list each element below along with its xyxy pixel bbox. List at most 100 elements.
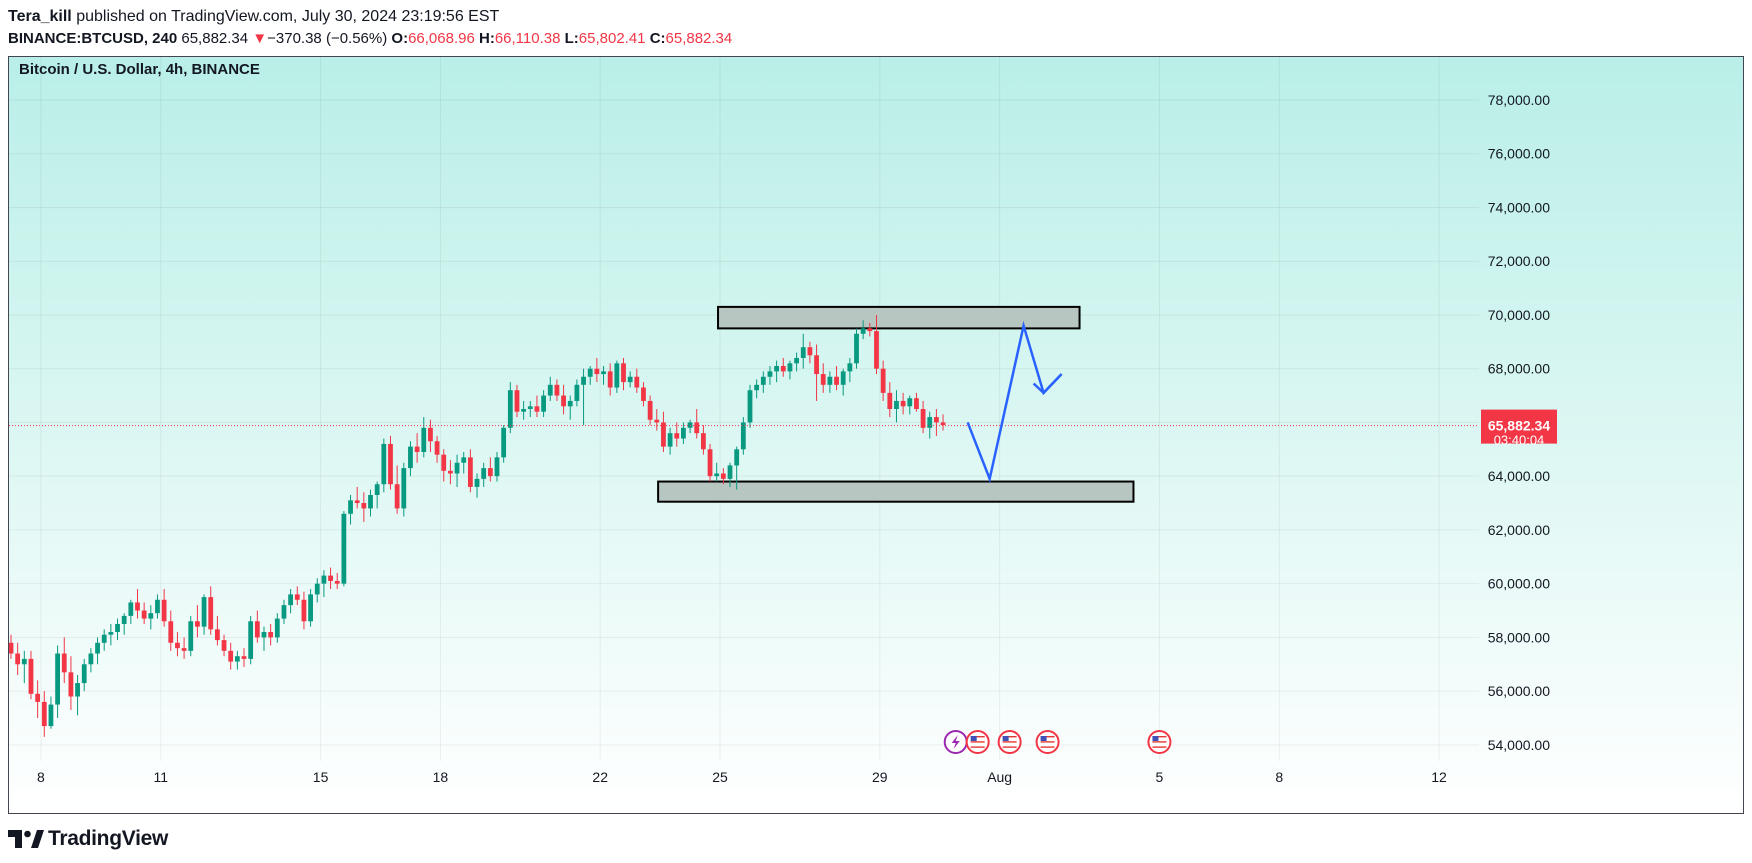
candle-body	[188, 621, 194, 651]
candle-body	[940, 422, 946, 426]
candle-body	[195, 621, 200, 627]
candle-body	[168, 621, 174, 643]
candle-down	[940, 414, 946, 431]
candle-down	[467, 449, 473, 493]
candle-up	[774, 360, 780, 383]
candle-body	[814, 355, 819, 375]
candle-body	[514, 390, 520, 412]
candle-body	[707, 449, 713, 477]
candle-body	[321, 575, 327, 584]
flag-stripe	[970, 738, 985, 740]
candle-up	[81, 658, 87, 692]
candle-body	[81, 664, 87, 684]
candle-body	[368, 494, 373, 509]
candle-body	[767, 371, 773, 377]
candle-body	[887, 392, 893, 409]
chart-frame[interactable]: 54,000.00 56,000.00 58,000.00 60,000.00 62,0…	[8, 56, 1744, 814]
candle-body	[681, 427, 686, 439]
candle-body	[121, 615, 127, 624]
low-label: L:	[564, 30, 579, 47]
flag-canton	[1002, 736, 1009, 741]
us-flag-event-icon[interactable]	[1147, 730, 1172, 754]
candle-body	[867, 328, 873, 332]
x-tick-label: 11	[154, 769, 169, 785]
y-tick-label: 54,000.00	[1488, 737, 1550, 753]
candle-up	[800, 333, 806, 369]
candle-down	[208, 586, 214, 635]
us-flag-event-icon[interactable]	[965, 730, 990, 754]
candle-body	[541, 395, 547, 412]
tradingview-logo[interactable]: TradingView	[8, 826, 168, 852]
open-label: O:	[391, 30, 409, 47]
candle-down	[15, 642, 21, 676]
last-price-badge[interactable]	[1481, 409, 1557, 444]
candle-up	[527, 400, 533, 418]
candle-body	[907, 398, 913, 407]
candle-down	[394, 465, 400, 514]
x-tick-label: 12	[1431, 769, 1447, 785]
candle-body	[641, 387, 646, 401]
flag-stripe	[1152, 738, 1167, 740]
candle-down	[434, 435, 440, 463]
candle-body	[454, 462, 460, 474]
event-markers[interactable]	[943, 730, 1172, 754]
candle-up	[201, 594, 207, 635]
candle-body	[95, 642, 100, 654]
us-flag-event-icon[interactable]	[1035, 730, 1060, 754]
us-flag-event-icon[interactable]	[997, 730, 1022, 754]
time-axis[interactable]: 8 11 15 18 22 25 29 Aug 5 8 12	[37, 769, 1447, 785]
candle-down	[301, 591, 307, 630]
lightning-event-icon[interactable]	[943, 730, 968, 754]
candle-body	[854, 333, 859, 364]
candle-down	[414, 433, 420, 463]
candle-body	[774, 366, 780, 372]
x-tick-label: 18	[433, 769, 449, 785]
candle-body	[847, 363, 853, 372]
candle-down	[874, 314, 879, 375]
y-tick-label: 62,000.00	[1488, 522, 1550, 538]
candle-down	[161, 589, 167, 627]
price-chart[interactable]: 54,000.00 56,000.00 58,000.00 60,000.00 62,0…	[9, 57, 1743, 813]
candle-body	[381, 443, 387, 485]
candle-body	[268, 632, 274, 638]
flag-stripe	[1152, 743, 1167, 746]
close-value: 65,882.34	[665, 30, 733, 47]
candle-up	[547, 376, 553, 401]
resistance-zone[interactable]	[717, 305, 1081, 330]
candle-body	[694, 422, 700, 434]
candle-body	[507, 390, 513, 428]
y-tick-label: 64,000.00	[1488, 468, 1550, 484]
chart-header: Tera_kill published on TradingView.com, …	[8, 6, 732, 50]
candle-body	[401, 468, 407, 509]
author-name[interactable]: Tera_kill	[8, 8, 72, 25]
candle-body	[394, 484, 400, 509]
candle-body	[661, 422, 666, 447]
candle-body	[760, 376, 766, 385]
candle-body	[294, 594, 300, 600]
candle-down	[28, 650, 34, 700]
y-tick-label: 58,000.00	[1488, 629, 1550, 645]
candle-body	[934, 417, 939, 423]
candle-body	[527, 406, 533, 409]
candle-body	[521, 409, 527, 412]
candle-up	[827, 371, 833, 393]
candle-up	[374, 481, 380, 509]
projection-path[interactable]	[966, 320, 1063, 484]
candle-body	[88, 653, 94, 665]
candle-body	[421, 427, 427, 452]
price-zones[interactable]	[657, 305, 1135, 503]
flag-stripe	[970, 746, 985, 748]
candle-up	[248, 615, 254, 665]
flag-stripe	[970, 741, 985, 743]
candle-up	[21, 650, 27, 684]
candle-body	[654, 419, 660, 423]
price-axis[interactable]: 54,000.00 56,000.00 58,000.00 60,000.00 62,0…	[1481, 92, 1557, 753]
projection-arrowhead[interactable]	[1032, 373, 1063, 395]
candle-down	[228, 642, 234, 670]
support-zone[interactable]	[657, 480, 1135, 503]
candle-down	[221, 634, 227, 657]
candle-body	[9, 642, 14, 654]
candle-up	[308, 589, 313, 627]
candle-down	[354, 486, 360, 509]
y-tick-label: 68,000.00	[1488, 361, 1550, 377]
